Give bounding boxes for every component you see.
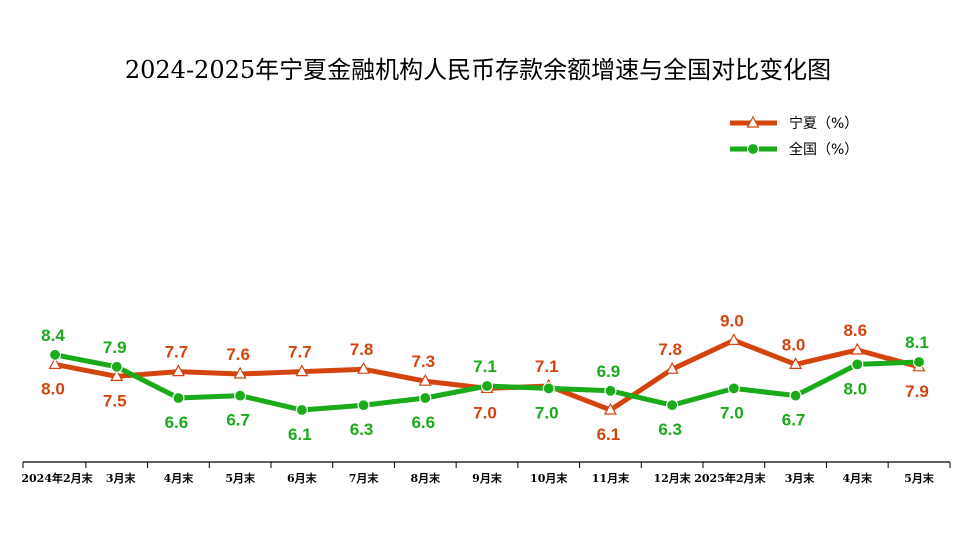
series-point [234,389,247,402]
x-tick-label: 12月末 [653,471,691,485]
x-tick-label: 4月末 [842,471,873,485]
data-label: 7.6 [226,345,250,364]
legend: 宁夏（%） 全国（%） [730,115,858,158]
data-label: 7.9 [905,382,929,401]
series-point [171,364,185,377]
data-label: 8.0 [782,335,806,354]
data-label: 8.6 [843,321,867,340]
x-tick-label: 4月末 [164,471,195,485]
data-label: 6.3 [658,420,682,439]
series-point [912,355,926,369]
series-point [603,402,617,415]
data-label: 6.9 [597,362,621,381]
series-point [233,366,247,379]
x-tick-label: 6月末 [287,471,318,485]
series-point [727,333,741,345]
data-labels: 8.0 7.5 7.7 7.6 7.7 7.8 7.3 7.0 7.1 6.1 7.8 9.0 8.0 8… [41,311,929,444]
data-label: 8.1 [905,333,929,352]
data-label: 9.0 [720,311,744,330]
data-label: 7.1 [473,357,497,376]
data-label: 6.6 [165,413,189,432]
series-point [727,382,740,395]
x-tick-label: 5月末 [225,471,256,485]
data-label: 7.5 [103,391,127,410]
x-tick-label: 8月末 [410,471,441,485]
data-label: 7.0 [473,403,497,422]
x-tick-label: 7月末 [349,471,380,485]
x-tick-label: 11月末 [592,471,630,485]
data-label: 8.0 [41,379,65,398]
x-tick-label: 2024年2月末 [21,471,93,485]
x-tick-label: 3月末 [785,471,816,485]
data-label: 8.4 [41,326,65,345]
series-point [48,348,62,361]
data-label: 7.8 [658,340,682,359]
data-label: 7.0 [535,403,559,422]
data-label: 6.6 [411,413,435,432]
series-point [789,357,803,369]
data-label: 7.1 [535,357,559,376]
series-point [357,399,370,412]
data-label: 6.1 [288,425,312,444]
series-point [357,361,371,374]
data-label: 7.8 [350,340,374,359]
series-point [48,357,62,369]
series-point [110,369,124,381]
series-point [789,389,802,402]
series-lines [48,333,926,417]
series-point [172,391,185,405]
series-point [419,391,432,405]
x-tick-label: 3月末 [106,471,137,485]
data-label: 7.0 [720,403,744,422]
series-point [295,403,308,417]
x-tick-label: 9月末 [472,471,503,485]
data-label: 6.1 [597,425,621,444]
data-label: 6.3 [350,420,374,439]
data-label: 7.9 [103,338,127,357]
series-point [542,382,555,395]
legend-marker [746,115,760,128]
series-point [665,361,679,374]
series-point [666,399,679,412]
x-tick-label: 10月末 [530,471,568,485]
series-point [110,360,123,373]
series-point [604,384,617,397]
x-axis: 2024年2月末 3月末 4月末 5月末 6月末 7月末 8月末 9月末 10月末 11月末 12月… [21,461,951,485]
series-point [418,373,432,386]
series-point [851,358,864,371]
series-point [850,342,864,355]
data-label: 8.0 [843,379,867,398]
legend-label: 全国（%） [789,141,858,158]
x-tick-label: 2025年2月末 [694,471,766,485]
data-label: 7.7 [288,343,312,362]
legend-marker [746,142,760,156]
data-label: 7.7 [165,343,189,362]
data-label: 6.7 [226,411,250,430]
series-point [480,379,494,393]
x-tick-label: 5月末 [904,471,935,485]
series-point [295,364,309,377]
legend-label: 宁夏（%） [789,115,858,132]
data-label: 6.7 [782,411,806,430]
data-label: 7.3 [411,352,435,371]
chart-title: 2024-2025年宁夏金融机构人民币存款余额增速与全国对比变化图 [125,56,831,84]
